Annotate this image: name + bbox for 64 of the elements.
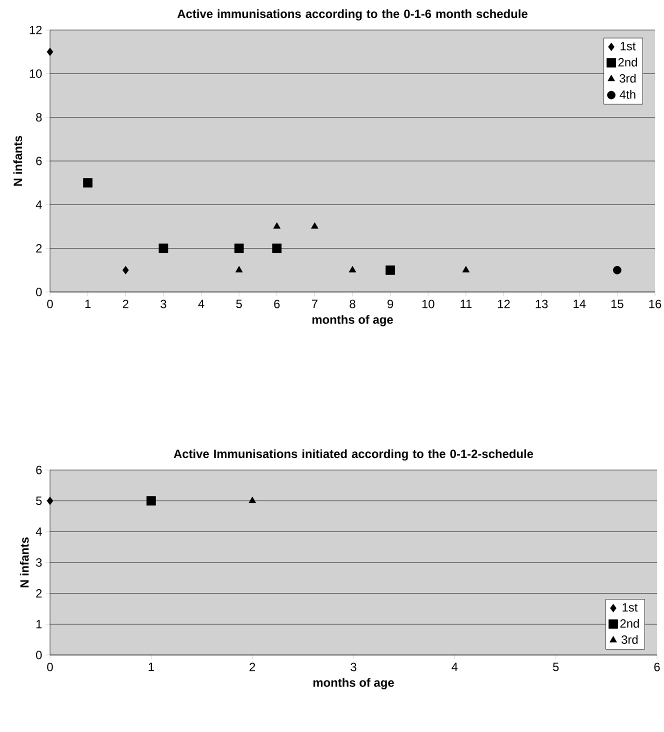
legend-label: 3rd <box>620 74 636 83</box>
x-tick-label: 8 <box>350 300 356 308</box>
point <box>272 244 282 254</box>
y-tick-label: 0 <box>36 288 42 296</box>
x-tick-label: 4 <box>198 300 204 308</box>
x-tick-label: 11 <box>460 300 472 308</box>
x-tick-label: 3 <box>160 300 166 308</box>
x-tick-label: 15 <box>611 300 624 308</box>
x-tick-label: 1 <box>148 662 154 671</box>
x-axis-title: months of age <box>313 678 394 690</box>
y-tick-label: 0 <box>36 650 42 660</box>
x-tick-label: 5 <box>236 300 242 308</box>
point <box>83 178 92 188</box>
legend-label: 4th <box>620 90 636 99</box>
y-tick-label: 2 <box>36 244 42 252</box>
x-tick-label: 6 <box>654 662 660 672</box>
y-tick-label: 3 <box>36 558 42 567</box>
x-tick-label: 10 <box>422 300 434 308</box>
x-tick-label: 5 <box>553 662 559 672</box>
x-tick-label: 6 <box>274 300 280 308</box>
legend-label: 1st <box>620 42 636 50</box>
point <box>462 266 470 272</box>
legend-label: 2nd <box>620 618 639 628</box>
point <box>122 266 129 274</box>
x-tick-label: 2 <box>250 662 256 672</box>
y-tick-label: 12 <box>30 26 42 34</box>
y-tick-label: 10 <box>30 69 42 78</box>
y-tick-label: 5 <box>36 496 42 505</box>
point <box>348 266 356 272</box>
y-tick-label: 4 <box>36 200 42 209</box>
x-tick-label: 2 <box>122 300 128 308</box>
point <box>235 266 243 272</box>
point <box>46 48 54 56</box>
x-tick-label: 13 <box>536 300 548 308</box>
legend-label: 3rd <box>622 635 638 644</box>
x-tick-label: 9 <box>388 300 394 308</box>
chart-title: Active immunisations according to the 0-1-6 month schedule <box>177 9 528 20</box>
x-tick-label: 14 <box>574 300 586 308</box>
x-tick-label: 0 <box>47 300 53 308</box>
x-axis-title: months of age <box>312 315 393 326</box>
point <box>386 265 395 275</box>
y-tick-label: 4 <box>36 528 42 536</box>
y-axis-title: N infants <box>13 136 22 186</box>
point <box>158 244 168 254</box>
point <box>613 266 622 274</box>
point <box>234 244 244 254</box>
point <box>311 222 318 229</box>
x-tick-label: 3 <box>350 662 356 672</box>
point <box>273 222 281 229</box>
y-axis-title: N infants <box>20 537 29 588</box>
x-tick-label: 0 <box>47 662 53 672</box>
x-tick-label: 12 <box>498 300 510 308</box>
y-tick-label: 6 <box>36 466 42 474</box>
x-tick-label: 4 <box>452 662 458 671</box>
x-tick-label: 7 <box>312 300 318 308</box>
x-tick-label: 1 <box>85 300 91 308</box>
legend-label: 2nd <box>618 58 637 67</box>
legend-label: 1st <box>622 603 638 612</box>
y-tick-label: 2 <box>36 589 42 598</box>
x-tick-label: 16 <box>649 300 662 308</box>
y-tick-label: 1 <box>36 620 42 628</box>
y-tick-label: 8 <box>36 113 42 122</box>
y-tick-label: 6 <box>36 156 42 166</box>
chart-title: Active Immunisations initiated according to the 0-1-2-schedule <box>174 449 534 461</box>
